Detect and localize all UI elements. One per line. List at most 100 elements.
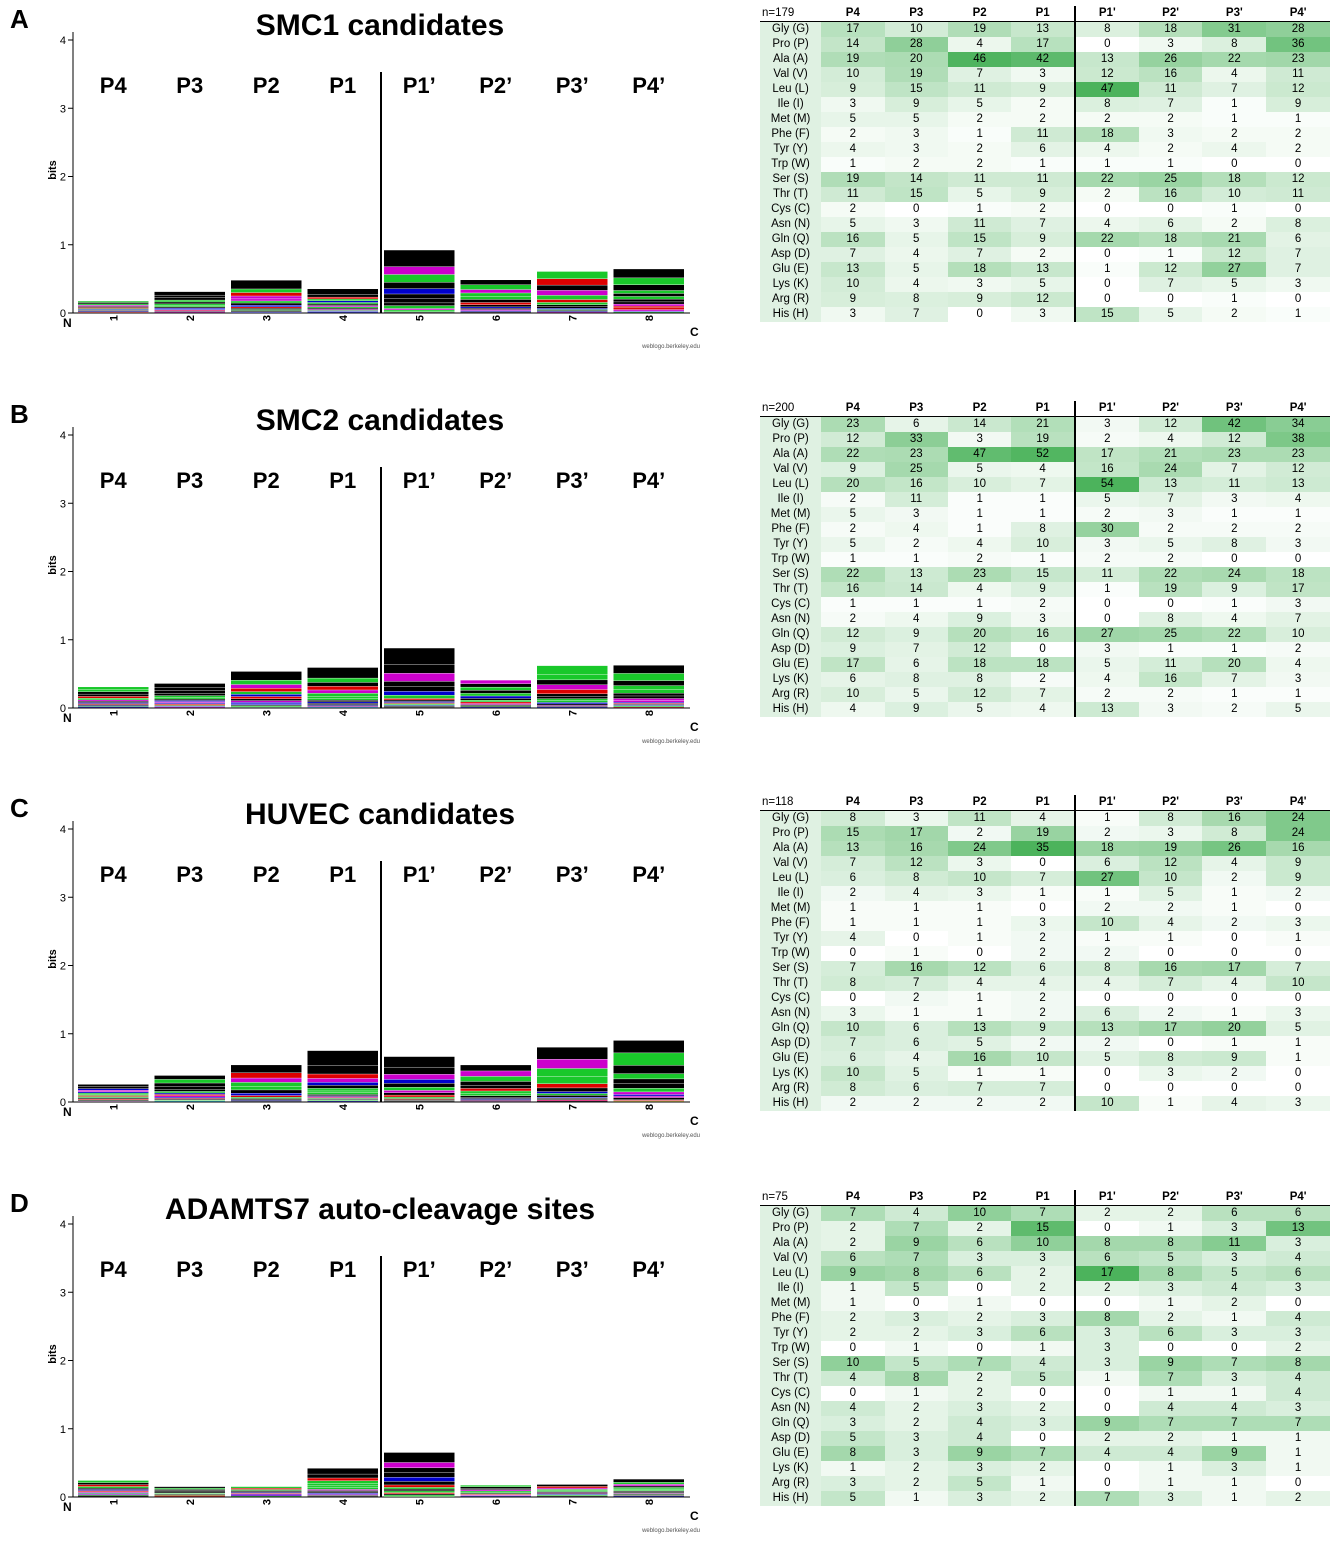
table-cell: 5 xyxy=(821,1491,884,1506)
table-cell: 16 xyxy=(1139,67,1203,82)
logo-letter-l xyxy=(308,1086,379,1089)
position-heading: P2 xyxy=(253,73,280,98)
logo-letter-p xyxy=(78,701,149,702)
table-cell: 1 xyxy=(1202,1491,1266,1506)
table-cell: 4 xyxy=(1075,142,1139,157)
logo-letter-v xyxy=(614,1084,685,1088)
logo-letter-e xyxy=(461,303,532,305)
table-cell: 0 xyxy=(1202,946,1266,961)
logo-letter-l xyxy=(537,1099,608,1100)
table-cell: 13 xyxy=(1075,52,1139,67)
table-cell: 11 xyxy=(1011,172,1075,187)
logo-letter-a xyxy=(155,691,226,694)
table-cell: 7 xyxy=(821,247,884,262)
column-header: P1' xyxy=(1075,1190,1139,1206)
table-cell: 1 xyxy=(1202,1006,1266,1021)
table-cell: 1 xyxy=(1139,642,1203,657)
x-tick-label: 4 xyxy=(338,1498,350,1505)
table-cell: 3 xyxy=(1075,1341,1139,1356)
table-cell: 9 xyxy=(885,1236,948,1251)
table-cell: 8 xyxy=(1011,522,1075,537)
table-cell: 1 xyxy=(1011,552,1075,567)
logo-letter-v xyxy=(78,1098,149,1099)
table-cell: 8 xyxy=(1139,612,1203,627)
table-cell: 2 xyxy=(1202,127,1266,142)
y-tick-label: 2 xyxy=(60,567,66,579)
table-cell: 1 xyxy=(1266,1461,1330,1476)
table-cell: 4 xyxy=(885,522,948,537)
table-cell: 2 xyxy=(821,127,884,142)
table-cell: 0 xyxy=(1139,597,1203,612)
table-cell: 1 xyxy=(1202,112,1266,127)
table-cell: 4 xyxy=(1266,492,1330,507)
table-cell: 12 xyxy=(885,856,948,871)
table-cell: 16 xyxy=(885,841,948,856)
table-cell: 47 xyxy=(1075,82,1139,97)
table-cell: 7 xyxy=(1011,871,1075,886)
table-cell: 2 xyxy=(821,886,884,901)
table-cell: 3 xyxy=(885,811,948,827)
position-heading: P1 xyxy=(329,862,356,887)
logo-letter-q xyxy=(78,700,149,701)
table-cell: 10 xyxy=(1011,537,1075,552)
column-header: P3 xyxy=(885,6,948,22)
table-cell: 6 xyxy=(1011,961,1075,976)
table-cell: 1 xyxy=(1202,597,1266,612)
table-cell: 7 xyxy=(1139,277,1203,292)
logo-letter-t xyxy=(155,300,226,301)
table-cell: 0 xyxy=(1266,1476,1330,1491)
table-cell: 19 xyxy=(821,172,884,187)
table-cell: 1 xyxy=(1266,1446,1330,1461)
table-cell: 5 xyxy=(1139,1251,1203,1266)
position-heading: P3’ xyxy=(556,1257,589,1282)
table-cell: 0 xyxy=(1075,612,1139,627)
table-cell: 9 xyxy=(948,292,1011,307)
column-header: P2 xyxy=(948,401,1011,417)
logo-letter-l xyxy=(308,308,379,309)
table-cell: 9 xyxy=(821,1266,884,1281)
logo-letter-f xyxy=(384,664,455,673)
table-cell: 4 xyxy=(885,612,948,627)
amino-acid-label: Thr (T) xyxy=(760,976,821,991)
table-cell: 7 xyxy=(1011,687,1075,702)
table-cell: 3 xyxy=(1266,1236,1330,1251)
table-cell: 2 xyxy=(885,991,948,1006)
x-tick-label: 4 xyxy=(338,709,350,716)
table-cell: 4 xyxy=(1202,976,1266,991)
logo-letter-g xyxy=(308,1093,379,1094)
table-cell: 1 xyxy=(1139,1386,1203,1401)
logo-letter-k xyxy=(537,309,608,310)
amino-acid-label: Met (M) xyxy=(760,1296,821,1311)
table-cell: 7 xyxy=(948,1356,1011,1371)
table-cell: 3 xyxy=(1266,916,1330,931)
logo-letter-g xyxy=(231,1087,302,1090)
table-cell: 3 xyxy=(948,1326,1011,1341)
table-cell: 1 xyxy=(885,1491,948,1506)
logo-letter-t xyxy=(308,1091,379,1092)
logo-letter-q xyxy=(461,290,532,293)
table-cell: 8 xyxy=(1139,1236,1203,1251)
logo-letter-s xyxy=(231,1083,302,1087)
logo-letter-v xyxy=(231,705,302,706)
position-heading: P2’ xyxy=(479,1257,512,1282)
logo-letter-d xyxy=(537,300,608,302)
table-cell: 4 xyxy=(885,886,948,901)
y-tick-label: 1 xyxy=(60,1029,66,1041)
y-tick-label: 2 xyxy=(60,1356,66,1368)
logo-letter-v xyxy=(461,1494,532,1495)
logo-letter-k xyxy=(155,703,226,704)
table-cell: 13 xyxy=(1011,262,1075,277)
table-cell: 5 xyxy=(885,1066,948,1081)
logo-letter-t xyxy=(231,310,302,311)
table-cell: 18 xyxy=(948,657,1011,672)
table-cell: 3 xyxy=(948,1401,1011,1416)
table-cell: 4 xyxy=(1202,856,1266,871)
